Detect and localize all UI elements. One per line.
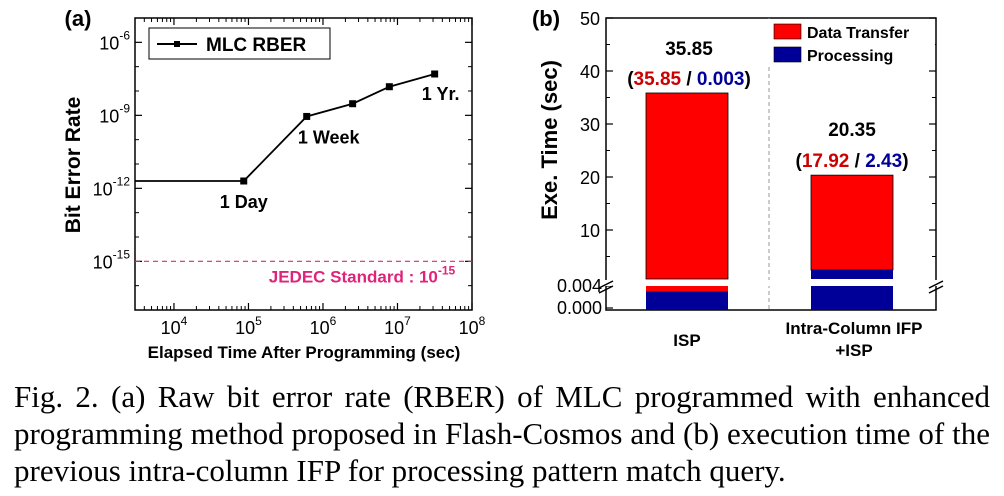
- stacked-bars: [645, 92, 894, 310]
- legend-marker-sample: [174, 41, 180, 47]
- x-tick-label: 105: [235, 314, 262, 338]
- data-point-marker: [240, 177, 248, 185]
- legend-swatch: [773, 23, 802, 40]
- bar-value-labels: 35.85(35.85 / 0.003)20.35(17.92 / 2.43): [627, 39, 908, 172]
- y-tick-label: 10: [580, 221, 600, 241]
- y-tick-label: 10-9: [99, 101, 130, 126]
- paren-close: ): [744, 69, 750, 90]
- bar-isp-data-transfer-lower: [646, 286, 728, 292]
- x-tick-label: 107: [384, 314, 411, 338]
- data-point-marker: [349, 100, 357, 108]
- breakdown-processing: 0.003: [697, 69, 745, 90]
- y-tick-label: 40: [580, 62, 600, 82]
- panel-label-a: (a): [65, 6, 92, 31]
- breakdown-processing: 2.43: [865, 151, 902, 172]
- legend-b: Data Transfer Processing: [767, 19, 935, 67]
- legend-label: Data Transfer: [807, 25, 909, 42]
- y-lower-tick-label: 0.004: [557, 276, 602, 296]
- plot-frame-a: [134, 17, 473, 311]
- x-axis-label-a: Elapsed Time After Programming (sec): [148, 343, 461, 362]
- bar-ifp-processing: [811, 270, 893, 279]
- data-point-marker: [303, 112, 311, 120]
- point-annotation: 1 Day: [220, 192, 268, 212]
- x-tick-label: 106: [310, 314, 337, 338]
- break-slash-right: [928, 285, 944, 294]
- jedec-reference-label: JEDEC Standard : 10-15: [269, 263, 456, 286]
- panel-label-b: (b): [532, 6, 560, 31]
- series-mlc-rber: [135, 70, 439, 185]
- figure: (a) 104 105 106 107 108 10-15 10-12 10-9 10-6 JE…: [62, 6, 944, 362]
- y-lower-tick-label: 0.000: [557, 298, 602, 318]
- chart-a: (a) 104 105 106 107 108 10-15 10-12 10-9 10-6 JE…: [62, 6, 486, 362]
- bar-ifp-data-transfer: [810, 174, 894, 271]
- plot-frame-b: [605, 17, 937, 311]
- series-line: [135, 73, 435, 182]
- bar-total-label: 35.85: [665, 39, 713, 60]
- jedec-reference: JEDEC Standard : 10-15: [135, 260, 472, 286]
- bar-breakdown-label: (35.85 / 0.003): [627, 69, 751, 90]
- bar-ifp-processing-lower: [811, 286, 893, 310]
- y-tick-label: 10-6: [99, 28, 130, 53]
- break-slash-left: [598, 280, 614, 289]
- y-tick-label: 10-12: [93, 174, 131, 199]
- bar-total-label: 20.35: [828, 120, 876, 141]
- category-labels: ISP Intra-Column IFP +ISP: [673, 319, 922, 360]
- y-axis-label-a: Bit Error Rate: [62, 97, 85, 234]
- break-slash-left: [598, 285, 614, 294]
- category-label: ISP: [673, 331, 700, 350]
- y-tick-label: 50: [580, 9, 600, 29]
- legend-label: Processing: [807, 48, 893, 65]
- point-annotations: 1 Day 1 Week 1 Yr.: [220, 84, 460, 212]
- legend-label: MLC RBER: [206, 35, 307, 56]
- y-tick-label: 30: [580, 115, 600, 135]
- axis-ticks-a: 104 105 106 107 108 10-15 10-12 10-9 10-6: [93, 18, 486, 338]
- paren-close: ): [902, 151, 908, 172]
- point-annotation: 1 Yr.: [422, 84, 460, 104]
- data-point-marker: [385, 83, 393, 91]
- breakdown-sep: /: [681, 69, 697, 90]
- y-axis-label-b: Exe. Time (sec): [537, 60, 562, 220]
- axis-break-gap: [604, 280, 938, 286]
- paren-open: (: [627, 69, 634, 90]
- breakdown-sep: /: [849, 151, 865, 172]
- bar-isp-data-transfer: [645, 92, 729, 280]
- legend-swatch: [773, 46, 802, 63]
- y-tick-label: 20: [580, 168, 600, 188]
- axis-break-marks: [598, 280, 944, 294]
- category-label: Intra-Column IFP: [786, 319, 923, 338]
- paren-open: (: [795, 151, 802, 172]
- x-tick-label: 108: [459, 314, 486, 338]
- bar-isp-processing: [646, 291, 728, 310]
- breakdown-transfer: 17.92: [802, 151, 850, 172]
- category-label: +ISP: [835, 341, 872, 360]
- data-point-marker: [431, 70, 439, 78]
- figure-caption: Fig. 2. (a) Raw bit error rate (RBER) of…: [14, 379, 990, 488]
- point-annotation: 1 Week: [298, 127, 361, 147]
- y-tick-label: 10-15: [93, 247, 131, 272]
- breakdown-transfer: 35.85: [634, 69, 682, 90]
- bar-breakdown-label: (17.92 / 2.43): [795, 151, 908, 172]
- x-tick-label: 104: [161, 314, 188, 338]
- legend-a: MLC RBER: [148, 27, 331, 60]
- break-slash-right: [928, 280, 944, 289]
